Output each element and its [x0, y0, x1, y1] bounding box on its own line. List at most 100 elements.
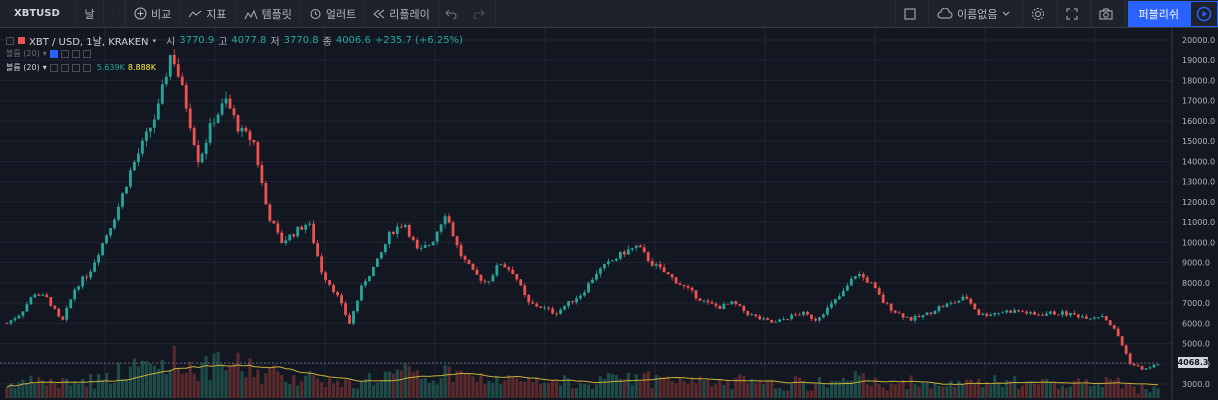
volume-bar	[260, 384, 264, 398]
chart-type-button[interactable]	[104, 0, 126, 28]
volume-bar	[140, 360, 144, 398]
volume-bar	[825, 387, 830, 398]
price-tick-label: 10000.0	[1182, 238, 1215, 247]
publish-button[interactable]: 퍼블리쉬	[1127, 0, 1190, 27]
candle-body	[758, 316, 762, 320]
collapse-legend-icon[interactable]	[6, 36, 14, 45]
snapshot-button[interactable]	[1091, 0, 1126, 28]
high-value: 4077.8	[231, 35, 267, 46]
save-layout-button[interactable]: 이름없음	[929, 0, 1023, 28]
volume-bar	[945, 385, 949, 398]
candle-body	[475, 269, 479, 275]
replay-button[interactable]: 리플레이	[365, 0, 439, 28]
volume-bar	[997, 383, 1001, 398]
volume-bar	[531, 382, 535, 398]
fullscreen-button[interactable]	[1058, 0, 1091, 28]
settings-icon[interactable]	[60, 49, 69, 58]
candle-body	[690, 287, 694, 291]
play-button[interactable]	[1190, 0, 1218, 27]
volume-bar	[1044, 378, 1049, 398]
candle-body	[575, 298, 578, 303]
volume-bar	[280, 375, 284, 398]
settings-icon-2[interactable]	[60, 63, 69, 72]
price-chart[interactable]: 20000.0 19000.0 18000.0 17000.0 16000.0 15000…	[0, 28, 1218, 400]
volume-bar	[570, 388, 575, 398]
candle-body	[240, 127, 244, 132]
candle-body	[312, 223, 316, 244]
volume-bar	[833, 380, 837, 398]
price-axis[interactable]: 20000.0 19000.0 18000.0 17000.0 16000.0 15000…	[1182, 36, 1215, 389]
remove-icon[interactable]	[71, 49, 80, 58]
replay-label: 리플레이	[389, 7, 430, 21]
volume-bar	[204, 356, 208, 398]
volume-legend-2-dropdown-icon[interactable]: ▾	[42, 63, 47, 72]
volume-bar	[188, 361, 192, 398]
candle-body	[1029, 311, 1032, 314]
candle-body	[1045, 313, 1048, 316]
candle-body	[391, 231, 395, 234]
symbol-search[interactable]: XBTUSD	[0, 0, 76, 28]
eye-icon[interactable]	[49, 49, 58, 58]
volume-bar	[841, 377, 845, 398]
candle-body	[905, 317, 909, 318]
alerts-button[interactable]: 얼러트	[301, 0, 366, 28]
volume-bar	[212, 353, 216, 398]
remove-icon-2[interactable]	[71, 63, 80, 72]
candle-body	[423, 245, 427, 248]
volume-bar	[9, 383, 13, 398]
candle-body	[89, 271, 93, 278]
price-tick-label: 15000.0	[1182, 137, 1215, 146]
candle-body	[328, 280, 331, 285]
candle-body	[965, 296, 969, 299]
compare-button[interactable]: 비교	[126, 0, 181, 28]
redo-button[interactable]	[467, 0, 496, 28]
volume-bar	[208, 380, 212, 398]
volume-bar	[1017, 388, 1021, 398]
price-tick-label: 13000.0	[1182, 178, 1215, 187]
candle-body	[184, 85, 188, 109]
volume-value-2: 8.888K	[127, 63, 157, 72]
candlesticks	[5, 48, 1160, 371]
top-toolbar: XBTUSD 날 비교 지표 템플릿 얼러트 리플레이 이름없음	[0, 0, 1218, 28]
volume-bar	[889, 383, 893, 398]
candle-body	[109, 228, 112, 236]
volume-bar	[646, 371, 650, 398]
legend-title: XBT / USD, 1날, KRAKEN	[29, 37, 149, 48]
candle-body	[849, 278, 853, 286]
volume-bar	[865, 384, 869, 398]
candle-body	[284, 240, 288, 244]
candle-body	[33, 294, 37, 298]
undo-button[interactable]	[439, 0, 467, 28]
volume-bar	[288, 384, 292, 398]
candle-body	[722, 303, 726, 309]
candle-body	[117, 206, 120, 220]
legend-dropdown-icon[interactable]: ▾	[152, 36, 157, 45]
volume-bar	[443, 365, 447, 398]
volume-bar	[813, 383, 818, 398]
templates-button[interactable]: 템플릿	[236, 0, 301, 28]
candle-body	[606, 261, 610, 265]
candle-body	[1009, 310, 1013, 313]
candle-body	[1148, 367, 1152, 369]
settings-button[interactable]	[1023, 0, 1058, 28]
volume-bar	[256, 369, 260, 398]
volume-bar	[61, 378, 65, 398]
volume-bar	[236, 352, 240, 398]
candle-body	[941, 306, 945, 307]
layout-toggle-button[interactable]	[895, 0, 930, 28]
volume-bar	[1024, 381, 1029, 398]
volume-bar	[1032, 383, 1037, 398]
eye-icon-2[interactable]	[49, 63, 58, 72]
volume-legend-1-dropdown-icon[interactable]: ▾	[42, 49, 47, 58]
candle-body	[487, 281, 491, 283]
candle-body	[658, 264, 662, 268]
indicators-button[interactable]: 지표	[180, 0, 236, 28]
more-icon[interactable]	[82, 49, 91, 58]
price-tick-label: 11000.0	[1182, 218, 1215, 227]
candle-body	[300, 226, 304, 230]
interval-button[interactable]: 날	[76, 0, 104, 28]
candle-body	[248, 131, 252, 141]
volume-bar	[738, 374, 742, 398]
volume-bar	[387, 371, 391, 398]
more-icon-2[interactable]	[82, 63, 91, 72]
